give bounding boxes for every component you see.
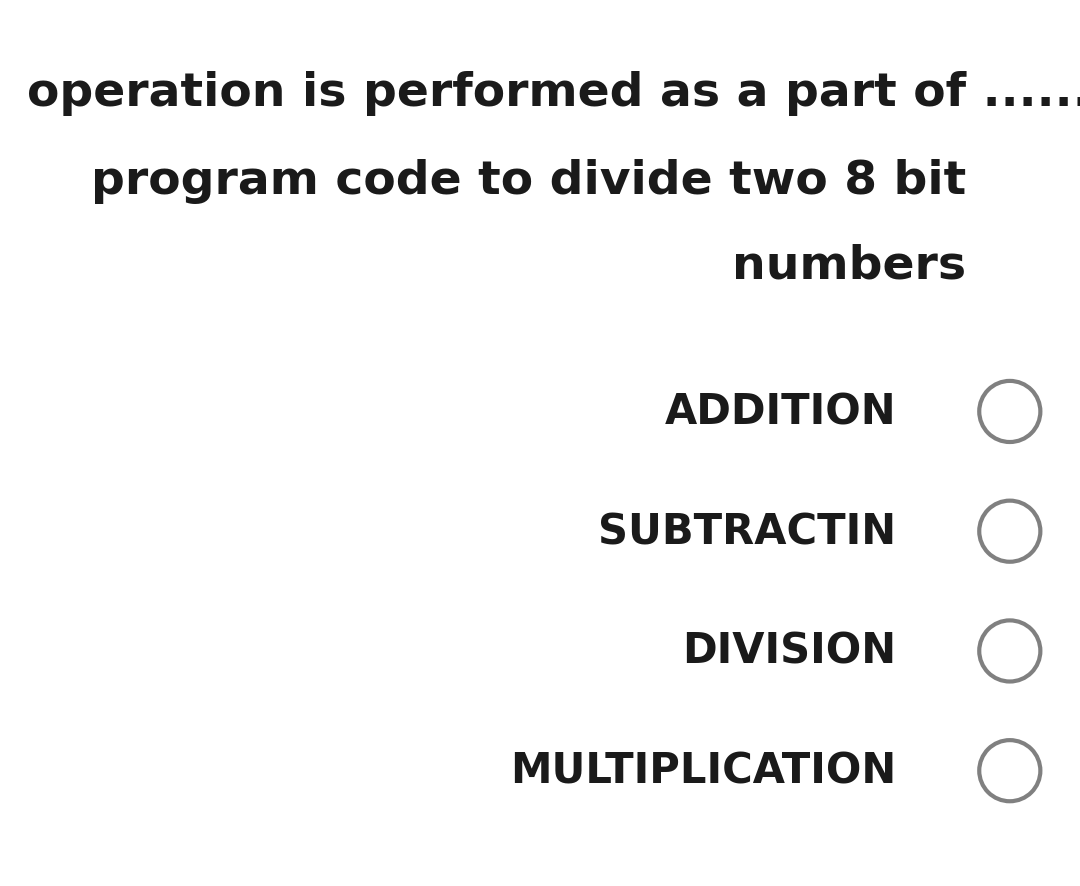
Text: SUBTRACTIN: SUBTRACTIN: [598, 510, 896, 553]
Text: ADDITION: ADDITION: [665, 391, 896, 433]
Text: operation is performed as a part of ..........: operation is performed as a part of ....…: [27, 71, 1080, 115]
Text: DIVISION: DIVISION: [683, 630, 896, 672]
Text: numbers: numbers: [732, 244, 967, 288]
Text: program code to divide two 8 bit: program code to divide two 8 bit: [92, 159, 967, 204]
Text: MULTIPLICATION: MULTIPLICATION: [510, 750, 896, 792]
